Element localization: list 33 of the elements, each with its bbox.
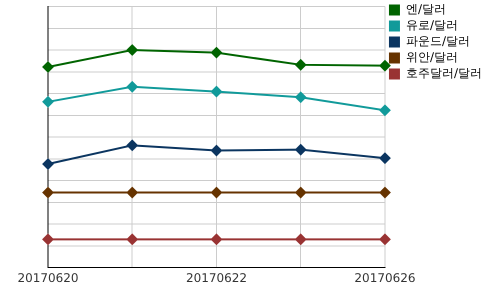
- point: [42, 96, 54, 108]
- point: [126, 44, 138, 56]
- point: [379, 187, 390, 198]
- point: [210, 145, 222, 156]
- point: [295, 187, 306, 198]
- point: [42, 158, 54, 170]
- point: [126, 81, 138, 92]
- point: [295, 144, 306, 156]
- point: [295, 59, 306, 70]
- point: [379, 60, 390, 72]
- point: [42, 234, 54, 245]
- point: [210, 234, 222, 245]
- point: [210, 47, 222, 58]
- legend-label: 파운드/달러: [406, 34, 470, 48]
- x-tick-label: 20170620: [17, 270, 79, 285]
- point: [295, 234, 306, 245]
- point: [126, 140, 138, 151]
- point: [210, 86, 222, 98]
- x-tick-label: 20170626: [354, 270, 416, 285]
- point: [126, 187, 138, 198]
- point: [42, 187, 54, 198]
- legend-label: 호주달러/달러: [406, 66, 482, 80]
- point: [379, 234, 390, 245]
- point: [379, 152, 390, 164]
- legend-label: 위안/달러: [406, 50, 458, 64]
- point: [210, 187, 222, 198]
- point: [42, 61, 54, 72]
- point: [379, 104, 390, 116]
- x-tick-label: 20170622: [186, 270, 248, 285]
- legend-label: 유로/달러: [406, 18, 458, 32]
- point: [295, 92, 306, 103]
- legend-label: 엔/달러: [406, 2, 446, 16]
- point: [126, 234, 138, 245]
